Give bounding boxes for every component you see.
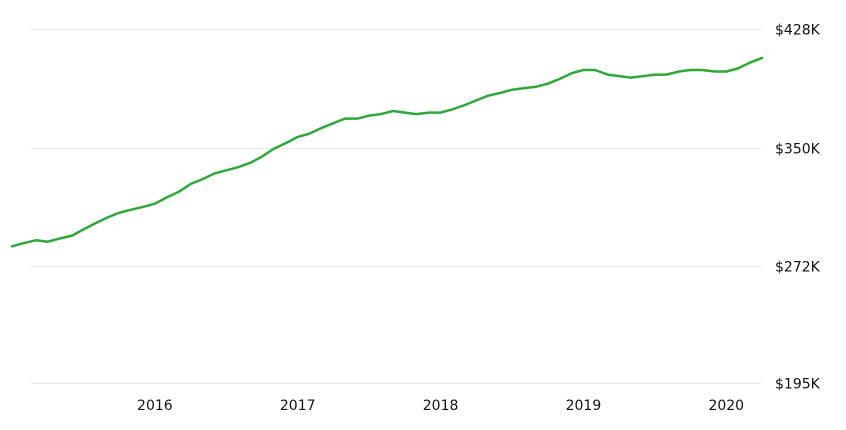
x-tick-label: 2020	[708, 398, 744, 414]
y-axis: $428K $350K $272K $195K	[775, 23, 821, 393]
y-tick-label: $350K	[775, 142, 821, 158]
x-tick-label: 2016	[137, 398, 173, 414]
x-tick-label: 2017	[280, 398, 316, 414]
x-tick-label: 2018	[423, 398, 459, 414]
y-tick-label: $195K	[775, 377, 821, 393]
series	[10, 56, 764, 248]
y-tick-label: $272K	[775, 260, 821, 276]
series-line	[10, 56, 764, 248]
y-tick-label: $428K	[775, 23, 821, 39]
x-axis: 2016 2017 2018 2019 2020	[137, 398, 744, 414]
x-tick-label: 2019	[566, 398, 602, 414]
grid	[30, 29, 762, 384]
